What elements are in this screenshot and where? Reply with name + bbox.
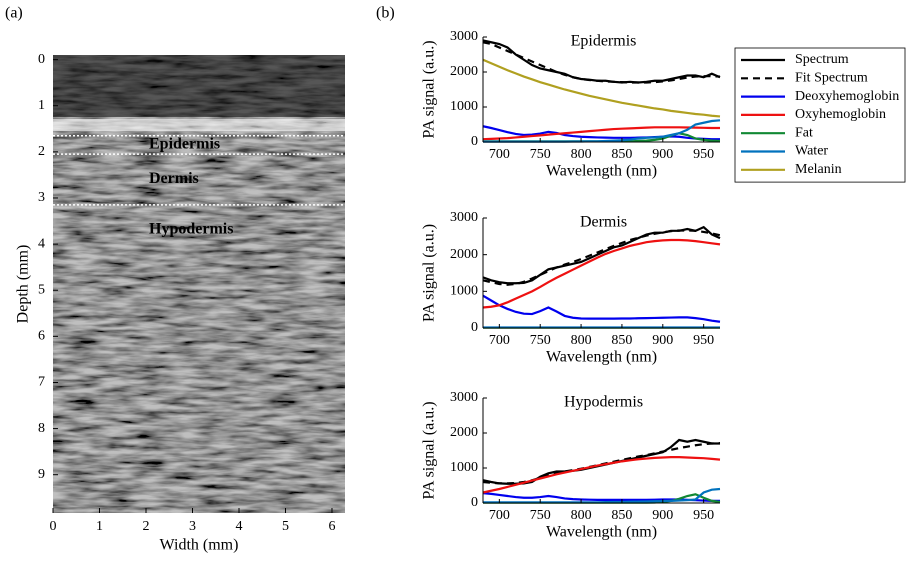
y-tick-label: 2000 [450,247,478,262]
dark-region [53,55,345,117]
legend-label: Fat [795,125,813,140]
x-tick-label: 850 [611,333,632,348]
series-line [482,41,721,84]
y-tick-label: 3000 [450,29,478,44]
y-tick-label: 1000 [450,284,478,299]
y-tick-label: 6 [38,329,45,344]
layer-label: Epidermis [149,136,220,153]
x-tick-label: 800 [571,147,592,162]
x-tick-label: 700 [489,147,510,162]
x-tick-label: 800 [571,508,592,523]
y-tick-label: 0 [471,495,478,510]
chart-title: Dermis [580,214,627,231]
y-tick-label: 1000 [450,99,478,114]
x-tick-label: 750 [530,147,551,162]
chart-title: Epidermis [571,33,637,50]
legend-label: Spectrum [795,52,849,67]
y-tick-label: 9 [38,467,45,482]
panel-label: (a) [5,5,23,22]
x-tick-label: 6 [328,519,335,534]
y-tick-label: 3 [38,190,45,205]
x-tick-label: 900 [652,508,673,523]
panel-label: (b) [376,5,395,22]
legend-label: Oxyhemoglobin [795,107,886,122]
x-tick-label: 950 [693,147,714,162]
x-tick-label: 950 [693,333,714,348]
series-line [482,456,721,494]
bright-band [53,119,345,131]
x-tick-label: 2 [142,519,149,534]
x-axis-label: Wavelength (nm) [546,349,657,366]
x-tick-label: 900 [652,147,673,162]
y-tick-label: 0 [471,134,478,149]
series-line [482,294,721,323]
layer-label: Hypodermis [149,221,233,238]
x-tick-label: 700 [489,508,510,523]
x-tick-label: 0 [50,519,57,534]
y-axis-label: PA signal (a.u.) [421,401,438,499]
x-tick-label: 850 [611,147,632,162]
legend-label: Fit Spectrum [795,71,868,86]
series-line [482,442,721,485]
series-line [482,238,721,309]
y-tick-label: 2000 [450,64,478,79]
y-tick-label: 2000 [450,425,478,440]
legend-label: Melanin [795,162,842,177]
y-axis-label: PA signal (a.u.) [421,224,438,322]
series-line [482,125,720,141]
y-tick-label: 3000 [450,390,478,405]
chart-title: Hypodermis [564,394,643,411]
legend-label: Deoxyhemoglobin [795,89,899,104]
y-tick-label: 0 [38,52,45,67]
y-tick-label: 8 [38,421,45,436]
y-tick-label: 0 [471,320,478,335]
y-tick-label: 1 [38,98,45,113]
legend-label: Water [795,144,828,159]
x-tick-label: 5 [282,519,289,534]
layer-label: Dermis [149,170,199,187]
x-axis-label: Wavelength (nm) [546,163,657,180]
y-tick-label: 5 [38,282,45,297]
x-tick-label: 4 [235,519,242,534]
x-tick-label: 950 [693,508,714,523]
ultrasound-image [53,55,345,513]
x-tick-label: 700 [489,333,510,348]
y-tick-label: 2 [38,144,45,159]
y-tick-label: 1000 [450,460,478,475]
x-tick-label: 900 [652,333,673,348]
image-shade [53,55,345,513]
series-line [482,126,720,141]
x-axis-label: Wavelength (nm) [546,524,657,541]
x-axis-label: Width (mm) [160,537,239,554]
series-line [482,229,721,286]
y-tick-label: 3000 [450,210,478,225]
series-line [483,487,721,504]
x-tick-label: 750 [530,333,551,348]
y-tick-label: 4 [38,236,45,251]
x-tick-label: 800 [571,333,592,348]
series-line [482,58,721,118]
x-tick-label: 750 [530,508,551,523]
x-tick-label: 850 [611,508,632,523]
x-tick-label: 3 [189,519,196,534]
y-axis-label: Depth (mm) [15,245,32,324]
y-tick-label: 7 [38,375,45,390]
y-axis-label: PA signal (a.u.) [421,40,438,138]
x-tick-label: 1 [96,519,103,534]
